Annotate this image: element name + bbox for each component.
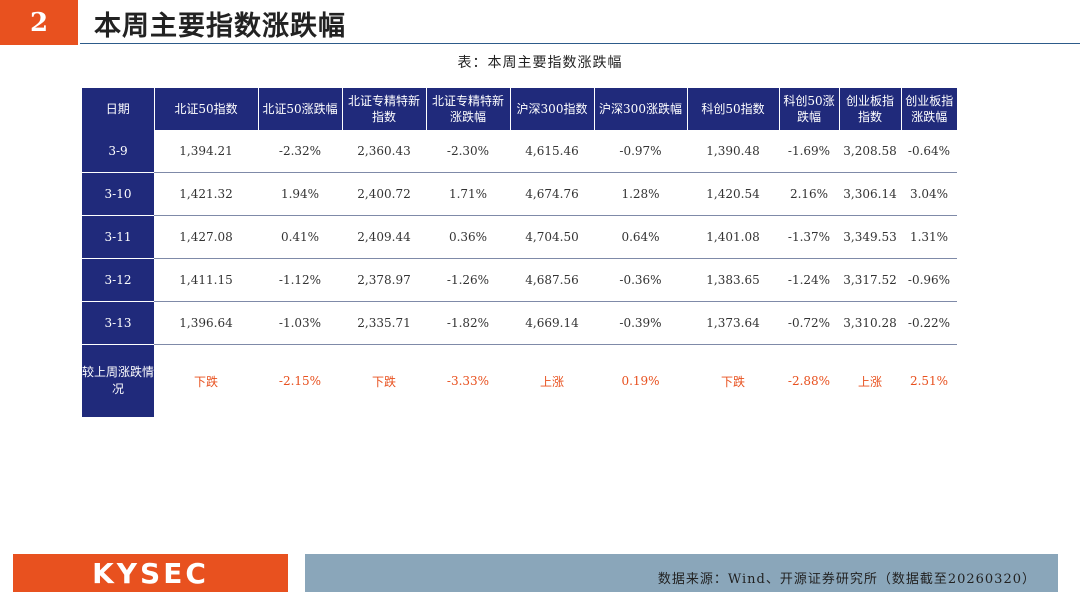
col-header-kc50-change: 科创50涨跌幅 [779, 88, 840, 130]
table-cell: 3,349.53 [839, 215, 901, 259]
summary-cell: 下跌 [720, 374, 745, 389]
data-source-note: 数据来源：Wind、开源证券研究所（数据截至20260320） [657, 572, 1036, 587]
table-cell: -0.36% [594, 258, 687, 302]
col-header-date: 日期 [82, 88, 155, 130]
table-cell: 1,411.15 [154, 258, 258, 302]
table-cell: -1.24% [779, 258, 839, 302]
col-header-bz-zjtx-change: 北证专精特新涨跌幅 [426, 88, 511, 130]
table-cell: -1.37% [779, 215, 839, 259]
table-cell: 1,383.65 [687, 258, 779, 302]
summary-cell: -3.33% [446, 374, 490, 388]
kysec-logo: KYSEC [13, 554, 288, 592]
row-date: 3-11 [82, 215, 154, 259]
col-header-bz50-index: 北证50指数 [154, 88, 259, 130]
table-row: 3-9 1,394.21 -2.32% 2,360.43 -2.30% 4,61… [82, 130, 957, 173]
table-cell: -1.69% [779, 130, 839, 173]
table-cell: 4,687.56 [510, 258, 594, 302]
summary-cell: 下跌 [371, 374, 396, 389]
table-cell: 1.94% [258, 172, 342, 216]
table-cell: 1,394.21 [154, 130, 258, 173]
title-divider [80, 43, 1080, 44]
summary-cell: 2.51% [909, 374, 949, 388]
table-cell: 3,208.58 [839, 130, 901, 173]
summary-label: 较上周涨跌情况 [82, 344, 154, 417]
table-cell: -0.97% [594, 130, 687, 173]
row-date: 3-9 [82, 130, 154, 173]
table-row: 3-12 1,411.15 -1.12% 2,378.97 -1.26% 4,6… [82, 258, 957, 302]
table-cell: 2,378.97 [342, 258, 426, 302]
table-cell: -0.64% [901, 130, 957, 173]
table-caption: 表：本周主要指数涨跌幅 [457, 55, 623, 71]
table-cell: -1.26% [426, 258, 510, 302]
table-cell: 1,401.08 [687, 215, 779, 259]
page-title: 本周主要指数涨跌幅 [94, 10, 346, 42]
table-cell: -1.82% [426, 301, 510, 345]
table-cell: 2,360.43 [342, 130, 426, 173]
table-cell: 1,421.32 [154, 172, 258, 216]
table-cell: -2.30% [426, 130, 510, 173]
col-header-hs300-index: 沪深300指数 [510, 88, 595, 130]
table-cell: 0.41% [258, 215, 342, 259]
table-cell: 4,669.14 [510, 301, 594, 345]
table-cell: -0.39% [594, 301, 687, 345]
table-cell: 3.04% [901, 172, 957, 216]
table-cell: 1,373.64 [687, 301, 779, 345]
table-cell: -2.32% [258, 130, 342, 173]
index-change-table: 日期 北证50指数 北证50涨跌幅 北证专精特新指数 北证专精特新涨跌幅 沪深3… [82, 88, 957, 417]
table-cell: -0.96% [901, 258, 957, 302]
table-cell: 1.28% [594, 172, 687, 216]
row-date: 3-13 [82, 301, 154, 345]
col-header-kc50-index: 科创50指数 [687, 88, 780, 130]
table-cell: 2,409.44 [342, 215, 426, 259]
col-header-bz-zjtx-index: 北证专精特新指数 [342, 88, 427, 130]
table-cell: 4,704.50 [510, 215, 594, 259]
table-row: 3-11 1,427.08 0.41% 2,409.44 0.36% 4,704… [82, 215, 957, 259]
footer-source-bar: 数据来源：Wind、开源证券研究所（数据截至20260320） [305, 554, 1058, 592]
table-cell: 1,427.08 [154, 215, 258, 259]
table-cell: 1,390.48 [687, 130, 779, 173]
table-cell: -0.72% [779, 301, 839, 345]
summary-cell: 上涨 [539, 374, 564, 389]
table-cell: 2,400.72 [342, 172, 426, 216]
col-header-hs300-change: 沪深300涨跌幅 [594, 88, 688, 130]
summary-cell: -2.88% [787, 374, 831, 388]
table-cell: 4,674.76 [510, 172, 594, 216]
table-cell: 1,396.64 [154, 301, 258, 345]
col-header-bz50-change: 北证50涨跌幅 [258, 88, 343, 130]
table-cell: 1,420.54 [687, 172, 779, 216]
col-header-cyb-change: 创业板指涨跌幅 [901, 88, 957, 130]
summary-row: 较上周涨跌情况 下跌 -2.15% 下跌 -3.33% 上涨 0.19% 下跌 … [82, 344, 957, 417]
summary-cell: -2.15% [278, 374, 322, 388]
col-header-cyb-index: 创业板指指数 [839, 88, 902, 130]
logo-text: KYSEC [92, 556, 209, 590]
table-cell: 1.31% [901, 215, 957, 259]
table-row: 3-13 1,396.64 -1.03% 2,335.71 -1.82% 4,6… [82, 301, 957, 345]
row-date: 3-12 [82, 258, 154, 302]
table-cell: 3,306.14 [839, 172, 901, 216]
table-cell: 0.64% [594, 215, 687, 259]
section-number: 2 [0, 0, 78, 45]
table-cell: 2.16% [779, 172, 839, 216]
table-cell: -1.03% [258, 301, 342, 345]
row-date: 3-10 [82, 172, 154, 216]
table-cell: 1.71% [426, 172, 510, 216]
summary-cell: 上涨 [857, 374, 882, 389]
table-row: 3-10 1,421.32 1.94% 2,400.72 1.71% 4,674… [82, 172, 957, 216]
summary-cell: 下跌 [193, 374, 218, 389]
table-cell: 3,317.52 [839, 258, 901, 302]
table-cell: -0.22% [901, 301, 957, 345]
table-header-row: 日期 北证50指数 北证50涨跌幅 北证专精特新指数 北证专精特新涨跌幅 沪深3… [82, 88, 957, 130]
table-cell: -1.12% [258, 258, 342, 302]
table-cell: 4,615.46 [510, 130, 594, 173]
table-cell: 2,335.71 [342, 301, 426, 345]
summary-cell: 0.19% [621, 374, 660, 388]
table-cell: 3,310.28 [839, 301, 901, 345]
table-cell: 0.36% [426, 215, 510, 259]
